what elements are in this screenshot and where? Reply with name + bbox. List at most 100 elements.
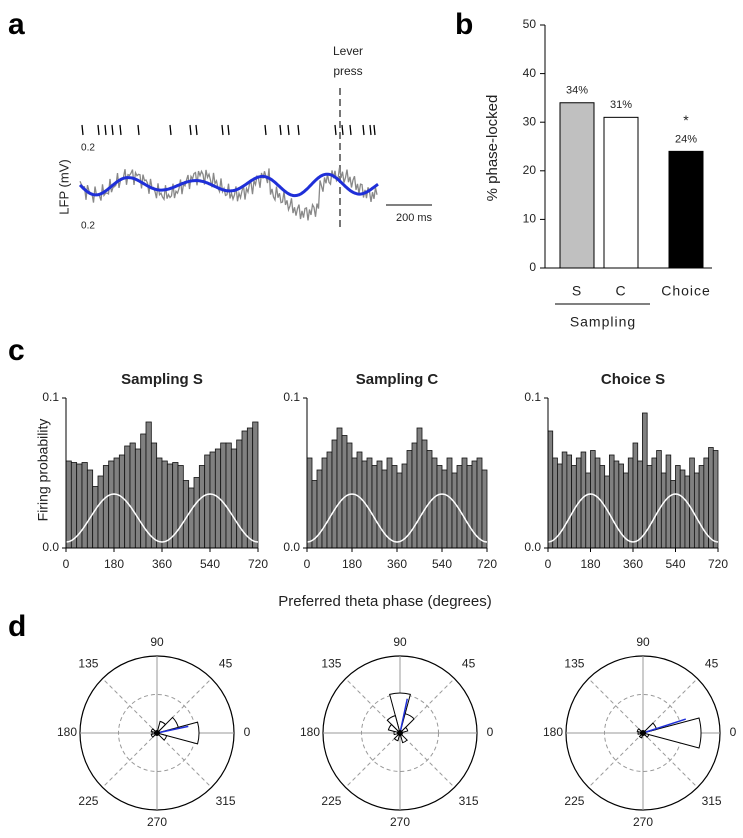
spike (341, 124, 344, 136)
rose-petal (387, 723, 402, 734)
bar (177, 465, 184, 549)
bar (341, 435, 348, 549)
bar (81, 462, 88, 549)
bar (401, 463, 408, 549)
x-tick-label: 720 (477, 557, 497, 571)
bar (366, 457, 373, 549)
bar (466, 465, 473, 549)
spike (264, 124, 267, 136)
y-axis-title: Firing probability (35, 419, 51, 522)
bar (166, 463, 174, 549)
value-label: 24% (675, 133, 697, 145)
x-tick-label: 540 (665, 557, 685, 571)
spoke (156, 678, 212, 734)
bar (599, 465, 606, 549)
angle-label: 0 (244, 725, 251, 739)
angle-label: 45 (705, 657, 719, 671)
bar (416, 427, 423, 549)
spike (373, 124, 376, 136)
spike (227, 124, 230, 136)
panel-label: b (455, 8, 473, 41)
angle-label: 225 (78, 794, 98, 808)
bar (198, 465, 206, 549)
spoke (102, 732, 158, 788)
angle-label: 45 (462, 657, 476, 671)
bar (92, 486, 99, 549)
bar (70, 462, 78, 549)
angle-label: 135 (564, 657, 584, 671)
spoke (588, 732, 644, 788)
spike (349, 124, 352, 136)
bar (129, 442, 136, 549)
spike (111, 124, 114, 136)
panel-label: a (8, 8, 25, 41)
angle-label: 225 (564, 794, 584, 808)
spike (189, 124, 192, 136)
bar (391, 465, 398, 549)
spike (287, 124, 290, 136)
spoke (642, 732, 698, 788)
angle-label: 270 (390, 815, 410, 829)
spoke (345, 732, 401, 788)
spike (369, 124, 372, 136)
spike (297, 124, 300, 136)
angle-label: 180 (300, 725, 320, 739)
bar (446, 457, 453, 549)
spike (81, 124, 84, 136)
x-tick-label: 360 (152, 557, 172, 571)
spoke (399, 678, 455, 734)
bar (118, 454, 126, 549)
bar (225, 442, 232, 549)
y-tick-label: 40 (523, 66, 537, 80)
bar (693, 472, 700, 549)
rose-petal (156, 720, 167, 735)
annotation: press (333, 64, 362, 78)
bar (712, 450, 719, 549)
x-tick-label: 540 (432, 557, 452, 571)
theta-reference (547, 493, 719, 543)
angle-label: 315 (702, 794, 722, 808)
bar (376, 460, 383, 549)
angle-label: 135 (78, 657, 98, 671)
bar (331, 439, 338, 549)
value-label: 34% (566, 85, 588, 97)
spike (104, 124, 107, 136)
x-tick-label: 720 (248, 557, 268, 571)
bar (552, 457, 558, 549)
annotation: Lever (333, 44, 363, 58)
bar (594, 457, 601, 549)
bar (351, 457, 358, 549)
bar (642, 412, 648, 549)
bar (65, 460, 72, 549)
y-tick-label: 0.0 (524, 540, 541, 554)
lfp-theta (78, 172, 379, 198)
x-tick-label: 0 (63, 557, 70, 571)
bar (421, 439, 428, 549)
bar (668, 150, 704, 269)
bar (451, 472, 458, 549)
bar (656, 450, 662, 549)
bar (161, 460, 168, 549)
spoke (102, 678, 158, 734)
bar (124, 445, 131, 549)
x-tick-label: C (615, 283, 626, 299)
chart-title: Choice S (601, 371, 665, 388)
spoke (345, 678, 401, 734)
origin (640, 730, 646, 736)
bar (670, 480, 676, 549)
bar (396, 472, 403, 549)
angle-label: 270 (147, 815, 167, 829)
spike (279, 124, 282, 136)
bar (585, 472, 591, 549)
mean-vector (156, 725, 189, 734)
bar (209, 451, 216, 549)
x-tick-label: 0 (304, 557, 311, 571)
mean-vector (642, 718, 687, 734)
rose-petal (399, 713, 415, 735)
angle-label: 0 (730, 725, 737, 739)
bar (646, 465, 653, 549)
bar (140, 433, 147, 549)
y-axis-title: % phase-locked (484, 95, 501, 202)
spike (362, 124, 365, 136)
bar (113, 457, 120, 549)
